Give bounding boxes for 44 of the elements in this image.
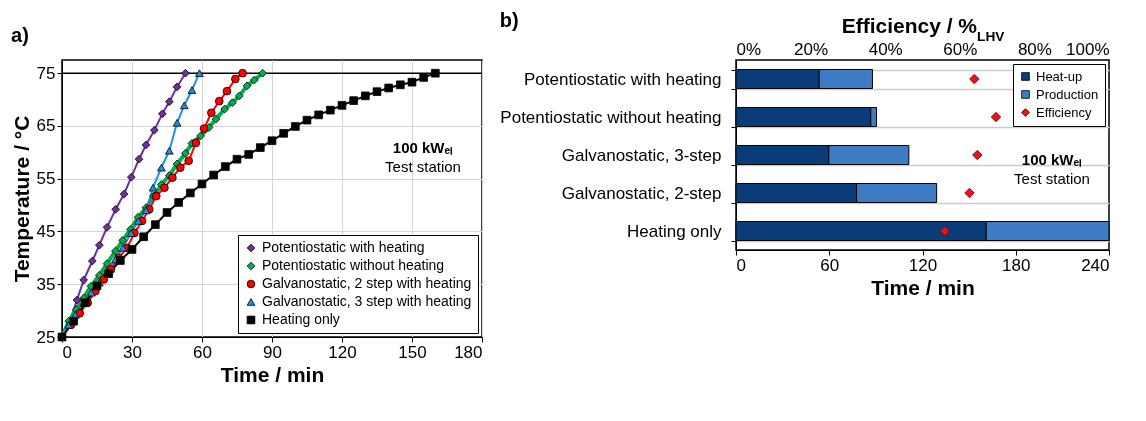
x-tick-label: 90: [263, 342, 282, 362]
legend-label: Heating only: [262, 311, 340, 327]
y-tick-label: 65: [36, 116, 56, 136]
legend-label: Heat-up: [1036, 68, 1083, 84]
text: b): [499, 9, 519, 31]
x-axis-title: Time / min: [220, 362, 325, 386]
y-tick-label: Potentiostatic with heating: [523, 69, 722, 89]
y-tick-label: Galvanostatic, 3-step: [561, 145, 722, 165]
x-tick-label: 120: [328, 342, 357, 362]
x-tick-label: 30: [123, 342, 142, 362]
legend-label: Efficiency: [1036, 104, 1092, 120]
x-tick-label: 0: [62, 342, 72, 362]
y-tick-label: 75: [36, 63, 56, 83]
x-tick-label: 150: [398, 342, 427, 362]
x2-tick-label: 20%: [794, 39, 829, 59]
y-tick-label: 55: [36, 169, 56, 189]
x-axis-title: Time / min: [871, 275, 975, 299]
y-tick-label: 25: [36, 327, 56, 347]
y-tick-label: 35: [36, 274, 56, 294]
x2-tick-label: 80%: [1017, 39, 1052, 59]
y-tick-label: 45: [36, 221, 56, 241]
y-axis-title: Temperature / °C: [9, 115, 33, 283]
legend-label: Potentiostatic without heating: [262, 257, 445, 273]
x2-tick-label: 0%: [736, 39, 762, 59]
x-tick-label: 60: [820, 255, 840, 275]
annotation: 100 kWₑₗ: [1021, 151, 1083, 168]
annotation: Test station: [1014, 170, 1090, 187]
x-tick-label: 180: [1002, 255, 1031, 275]
x-tick-label: 0: [736, 255, 746, 275]
y-tick-label: Heating only: [626, 221, 722, 241]
legend-label: Production: [1036, 86, 1099, 102]
x-tick-label: 180: [454, 342, 483, 362]
chart-title: a): [11, 24, 29, 46]
x-tick-label: 60: [193, 342, 212, 362]
annotation: 100 kWₑₗ: [392, 139, 454, 156]
x-tick-label: 120: [908, 255, 938, 275]
legend-label: Galvanostatic, 2 step with heating: [262, 275, 472, 291]
legend-label: Potentiostatic with heating: [262, 239, 425, 255]
x2-tick-label: 100%: [1066, 39, 1110, 59]
y-tick-label: Potentiostatic without heating: [500, 107, 722, 127]
y-tick-label: Galvanostatic, 2-step: [561, 183, 722, 203]
annotation: Test station: [385, 158, 461, 175]
legend-label: Galvanostatic, 3 step with heating: [262, 293, 472, 309]
x-tick-label: 240: [1081, 255, 1110, 275]
